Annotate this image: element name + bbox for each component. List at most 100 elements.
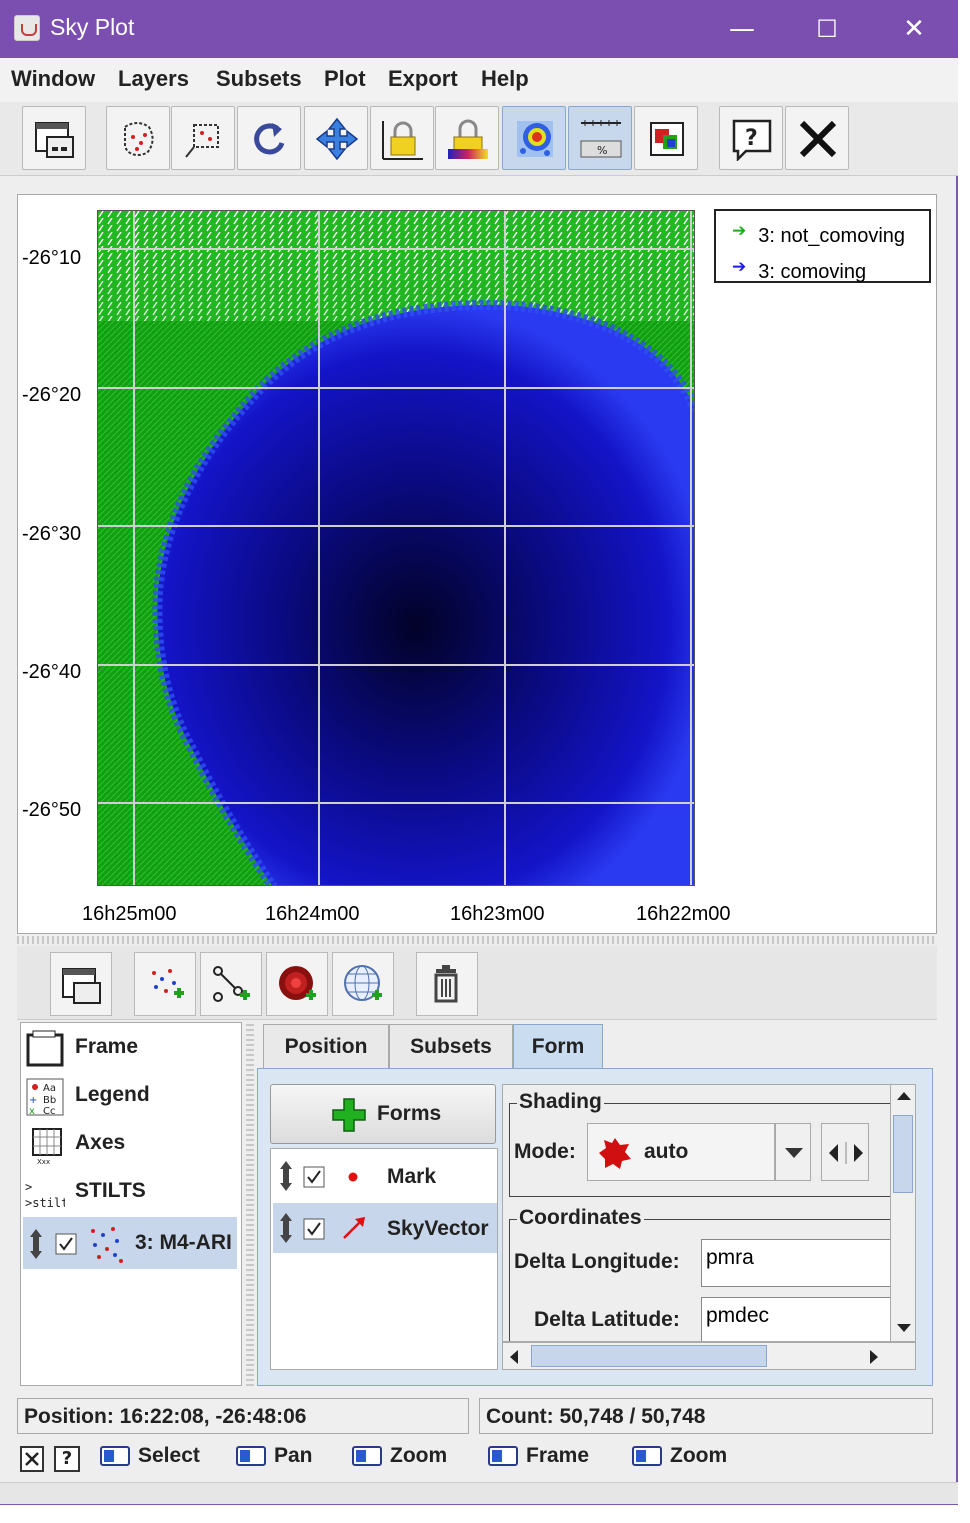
- hint-pan: Pan: [236, 1444, 313, 1468]
- subset-from-blob-button[interactable]: [171, 106, 235, 170]
- form-list: Mark SkyVector: [270, 1148, 498, 1370]
- delta-longitude-field[interactable]: pmra: [701, 1239, 901, 1287]
- navigation-button[interactable]: [304, 106, 368, 170]
- mode-dropdown-button[interactable]: [775, 1123, 811, 1181]
- replot-button[interactable]: [237, 106, 301, 170]
- close-plot-button[interactable]: [785, 106, 849, 170]
- forms-button[interactable]: Forms: [270, 1084, 496, 1144]
- svg-text:+: +: [29, 1095, 37, 1106]
- svg-text:x: x: [29, 1106, 35, 1117]
- shading-group-title: Shading: [517, 1090, 604, 1114]
- menu-bar: Window Layers Subsets Plot Export Help: [0, 58, 958, 102]
- layer-item-label: 3: M4-ARI: [135, 1231, 232, 1254]
- forms-button-label: Forms: [377, 1102, 442, 1125]
- add-position-plot-icon: [152, 969, 184, 998]
- tab-position[interactable]: Position: [263, 1024, 389, 1070]
- layer-item-legend[interactable]: Aa + Bb x Cc Legend: [21, 1073, 241, 1119]
- axis-lock-button[interactable]: [370, 106, 434, 170]
- hints-help-button[interactable]: ?: [54, 1446, 80, 1472]
- mode-stepper[interactable]: [821, 1123, 869, 1181]
- layer-item-axes[interactable]: Xxx Axes: [21, 1121, 241, 1167]
- position-status: Position: 16:22:08, -26:48:06: [17, 1398, 469, 1434]
- layer-item-frame[interactable]: Frame: [21, 1025, 241, 1071]
- scroll-thumb[interactable]: [893, 1115, 913, 1193]
- delta-latitude-label: Delta Latitude:: [534, 1308, 680, 1331]
- split-pane-divider[interactable]: [17, 936, 937, 944]
- delta-longitude-label: Delta Longitude:: [514, 1250, 680, 1273]
- add-position-plot-button[interactable]: [134, 952, 196, 1016]
- x-tick-label: 16h22m00: [636, 903, 731, 925]
- menu-help[interactable]: Help: [481, 66, 529, 91]
- mouse-right-icon: [488, 1446, 518, 1467]
- hint-frame: Frame: [488, 1444, 589, 1468]
- scroll-thumb[interactable]: [531, 1345, 767, 1367]
- vertical-split-divider[interactable]: [246, 1022, 254, 1386]
- add-pair-plot-icon: [213, 966, 250, 1002]
- menu-plot[interactable]: Plot: [324, 66, 366, 91]
- new-window-button[interactable]: [22, 106, 86, 170]
- maximize-button[interactable]: ☐: [816, 15, 838, 43]
- layer-item-label: STILTS: [75, 1179, 146, 1202]
- frame-icon: [26, 1030, 64, 1067]
- minimize-button[interactable]: —: [729, 14, 755, 44]
- menu-window[interactable]: Window: [11, 66, 96, 91]
- sketch-mode-icon: [517, 121, 553, 157]
- help-button[interactable]: ?: [719, 106, 783, 170]
- layer-item-label: Legend: [75, 1083, 150, 1106]
- x-tick-label: 16h23m00: [450, 903, 545, 925]
- close-hints-button[interactable]: [20, 1446, 44, 1472]
- layer-visibility-checkbox[interactable]: [55, 1233, 77, 1255]
- aux-lock-button[interactable]: [435, 106, 499, 170]
- scroll-right-icon[interactable]: [869, 1349, 879, 1365]
- layer-item-m4-ari[interactable]: 3: M4-ARI: [23, 1217, 237, 1269]
- layer-scatter-icon: [91, 1227, 123, 1263]
- form-visibility-checkbox[interactable]: [303, 1166, 325, 1188]
- form-item-skyvector[interactable]: SkyVector: [273, 1203, 497, 1253]
- title-bar[interactable]: Sky Plot — ☐ ✕: [0, 0, 958, 58]
- layer-item-stilts[interactable]: > >stilts STILTS: [21, 1169, 241, 1215]
- form-item-mark[interactable]: Mark: [273, 1151, 497, 1201]
- progress-bar-button[interactable]: %: [568, 106, 632, 170]
- add-density-plot-button[interactable]: [266, 952, 328, 1016]
- delta-latitude-field[interactable]: pmdec: [701, 1297, 901, 1341]
- add-sky-plot-button[interactable]: [332, 952, 394, 1016]
- mode-combo[interactable]: auto: [587, 1123, 775, 1181]
- scroll-down-icon[interactable]: [896, 1323, 912, 1333]
- layer-item-label: Axes: [75, 1131, 126, 1154]
- form-visibility-checkbox[interactable]: [303, 1218, 325, 1240]
- left-right-arrows-icon: [829, 1142, 863, 1164]
- coordinates-group: [509, 1219, 915, 1341]
- sketch-mode-button[interactable]: [502, 106, 566, 170]
- add-sky-plot-icon: [344, 965, 382, 1001]
- drag-handle-icon[interactable]: [27, 1227, 45, 1261]
- tab-subsets[interactable]: Subsets: [389, 1024, 513, 1070]
- menu-layers[interactable]: Layers: [118, 66, 189, 91]
- subset-from-region-button[interactable]: [106, 106, 170, 170]
- menu-subsets[interactable]: Subsets: [216, 66, 302, 91]
- sky-plot-image: [98, 211, 694, 885]
- legend-icon: Aa + Bbx Cc: [26, 1078, 64, 1117]
- export-button[interactable]: [634, 106, 698, 170]
- close-window-button[interactable]: ✕: [903, 14, 925, 44]
- control-new-window-button[interactable]: [50, 952, 112, 1016]
- tab-form[interactable]: Form: [513, 1024, 603, 1070]
- form-item-label: Mark: [387, 1165, 437, 1188]
- y-tick-label: -26°50: [22, 799, 82, 821]
- form-config-panel: Shading Mode: auto Coordinates Delta Lon…: [502, 1084, 916, 1342]
- menu-export[interactable]: Export: [388, 66, 458, 91]
- config-horizontal-scrollbar[interactable]: [502, 1342, 916, 1370]
- count-readout: Count: 50,748 / 50,748: [486, 1405, 706, 1428]
- scroll-up-icon[interactable]: [896, 1091, 912, 1101]
- delete-layer-button[interactable]: [416, 952, 478, 1016]
- sky-plot-area[interactable]: [97, 210, 695, 886]
- svg-text:%: %: [597, 144, 607, 157]
- scroll-left-icon[interactable]: [509, 1349, 519, 1365]
- add-pair-plot-button[interactable]: [200, 952, 262, 1016]
- java-app-icon: [14, 15, 40, 41]
- aux-lock-icon: [448, 119, 488, 159]
- hint-zoom: Zoom: [352, 1444, 447, 1468]
- shading-group: [509, 1103, 915, 1197]
- config-vertical-scrollbar[interactable]: [890, 1084, 916, 1342]
- drag-handle-icon[interactable]: [277, 1211, 295, 1245]
- drag-handle-icon[interactable]: [277, 1159, 295, 1193]
